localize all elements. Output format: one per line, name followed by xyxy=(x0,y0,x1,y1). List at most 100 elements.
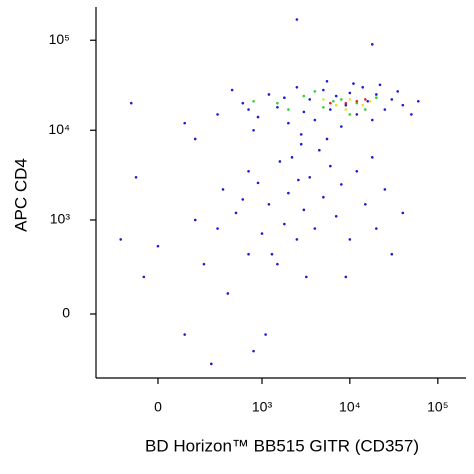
point xyxy=(305,275,308,279)
point xyxy=(322,98,325,101)
point xyxy=(370,118,374,122)
point xyxy=(221,188,225,191)
x-tick-label: 10³ xyxy=(252,399,273,415)
point xyxy=(364,108,367,111)
point xyxy=(370,156,374,159)
point xyxy=(355,169,359,173)
x-axis-title: BD Horizon™ BB515 GITR (CD357) xyxy=(145,436,419,455)
point xyxy=(325,79,329,83)
point xyxy=(396,90,400,93)
point xyxy=(270,252,274,256)
point xyxy=(278,160,282,163)
point xyxy=(142,275,146,279)
point xyxy=(344,101,348,105)
point xyxy=(361,86,364,89)
point xyxy=(234,211,238,215)
point xyxy=(276,105,279,109)
point xyxy=(383,108,387,111)
y-tick-label: 10⁴ xyxy=(48,121,70,137)
point xyxy=(230,88,234,92)
point xyxy=(308,98,312,101)
point xyxy=(340,98,343,101)
point xyxy=(283,96,286,99)
point xyxy=(410,113,413,116)
point xyxy=(216,227,219,230)
y-tick-label: 0 xyxy=(62,305,70,321)
point xyxy=(344,103,348,107)
point xyxy=(287,108,290,111)
point xyxy=(202,262,206,266)
point xyxy=(348,98,352,101)
point xyxy=(348,113,352,116)
point xyxy=(390,252,394,256)
x-tick-label: 0 xyxy=(154,399,162,415)
point xyxy=(247,169,250,173)
point xyxy=(313,90,317,93)
point xyxy=(366,99,370,103)
point xyxy=(322,195,325,199)
point xyxy=(276,101,279,105)
point xyxy=(297,178,300,182)
point xyxy=(401,211,405,215)
point xyxy=(355,113,359,116)
point xyxy=(283,222,286,226)
point xyxy=(252,349,255,353)
point xyxy=(241,198,245,201)
point xyxy=(313,118,317,122)
point xyxy=(276,262,279,266)
point xyxy=(216,113,219,116)
point xyxy=(355,99,359,103)
point xyxy=(241,101,245,105)
y-tick-label: 10³ xyxy=(50,211,71,227)
point xyxy=(364,98,367,101)
point xyxy=(193,137,197,141)
point xyxy=(313,227,317,230)
point xyxy=(355,101,359,105)
point xyxy=(375,227,378,230)
point xyxy=(193,218,197,222)
point xyxy=(348,91,352,95)
point xyxy=(129,101,133,105)
point xyxy=(383,188,387,191)
point xyxy=(368,99,372,103)
point xyxy=(183,333,186,336)
point xyxy=(295,18,299,21)
point xyxy=(267,93,271,96)
point xyxy=(119,238,123,241)
point xyxy=(322,105,325,109)
point xyxy=(334,214,338,218)
point xyxy=(318,148,321,152)
point xyxy=(252,99,255,103)
point xyxy=(308,175,312,179)
point xyxy=(209,362,213,366)
point xyxy=(264,333,267,336)
point xyxy=(401,103,405,107)
point xyxy=(322,88,325,92)
point xyxy=(267,202,271,206)
point xyxy=(417,99,420,103)
point xyxy=(332,99,335,103)
point xyxy=(299,142,303,146)
point xyxy=(329,164,332,168)
point xyxy=(302,110,306,114)
point xyxy=(134,175,138,179)
point xyxy=(226,292,230,295)
point xyxy=(302,94,306,98)
point xyxy=(256,115,260,119)
point xyxy=(183,121,186,125)
point xyxy=(325,137,329,141)
point xyxy=(375,93,378,96)
point xyxy=(364,202,367,206)
point xyxy=(247,252,250,256)
point xyxy=(287,191,290,195)
point xyxy=(361,103,364,107)
point xyxy=(348,238,352,241)
point xyxy=(329,108,332,111)
point xyxy=(375,96,378,99)
point xyxy=(334,94,338,98)
point xyxy=(340,183,343,186)
point xyxy=(299,133,303,136)
point xyxy=(156,244,160,248)
point xyxy=(352,82,355,85)
